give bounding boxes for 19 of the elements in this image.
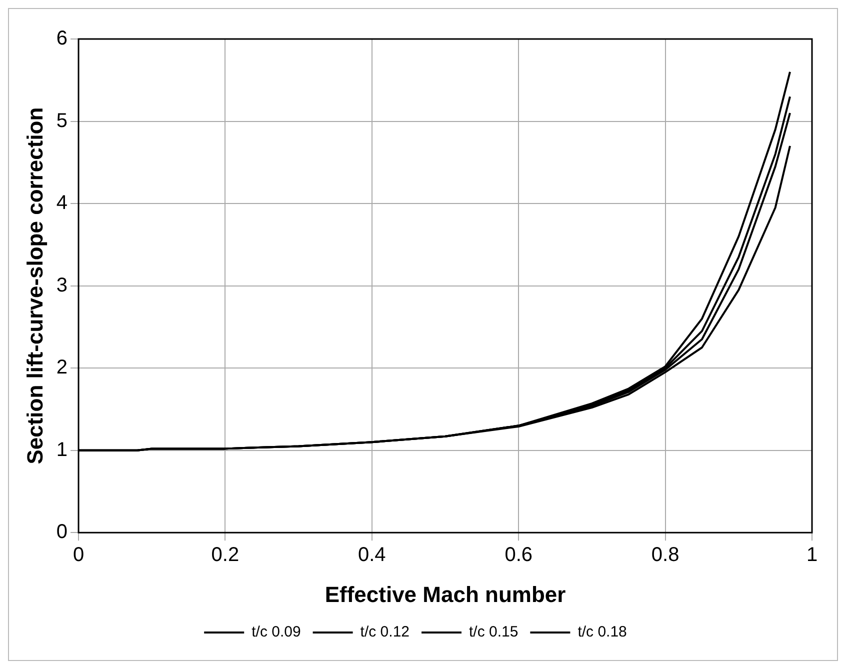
legend-label: t/c 0.12 xyxy=(360,624,410,641)
legend-label: t/c 0.15 xyxy=(469,624,518,641)
x-axis-title: Effective Mach number xyxy=(324,582,566,607)
legend-label: t/c 0.18 xyxy=(578,624,627,641)
y-tick-label: 1 xyxy=(56,438,68,461)
x-tick-label: 0.2 xyxy=(211,544,240,566)
y-tick-label: 5 xyxy=(56,110,68,132)
x-tick-label: 1 xyxy=(806,544,818,566)
y-tick-label: 0 xyxy=(56,521,68,544)
x-tick-label: 0.4 xyxy=(358,544,386,566)
y-tick-label: 4 xyxy=(56,192,68,214)
x-tick-label: 0.6 xyxy=(504,544,533,566)
legend-label: t/c 0.09 xyxy=(252,624,301,641)
y-tick-label: 2 xyxy=(56,356,68,379)
y-axis-title: Section lift-curve-slope correction xyxy=(22,107,48,464)
x-tick-label: 0.8 xyxy=(651,544,680,566)
y-tick-label: 6 xyxy=(56,28,68,50)
y-tick-label: 3 xyxy=(56,274,68,296)
x-tick-label: 0 xyxy=(72,544,84,566)
